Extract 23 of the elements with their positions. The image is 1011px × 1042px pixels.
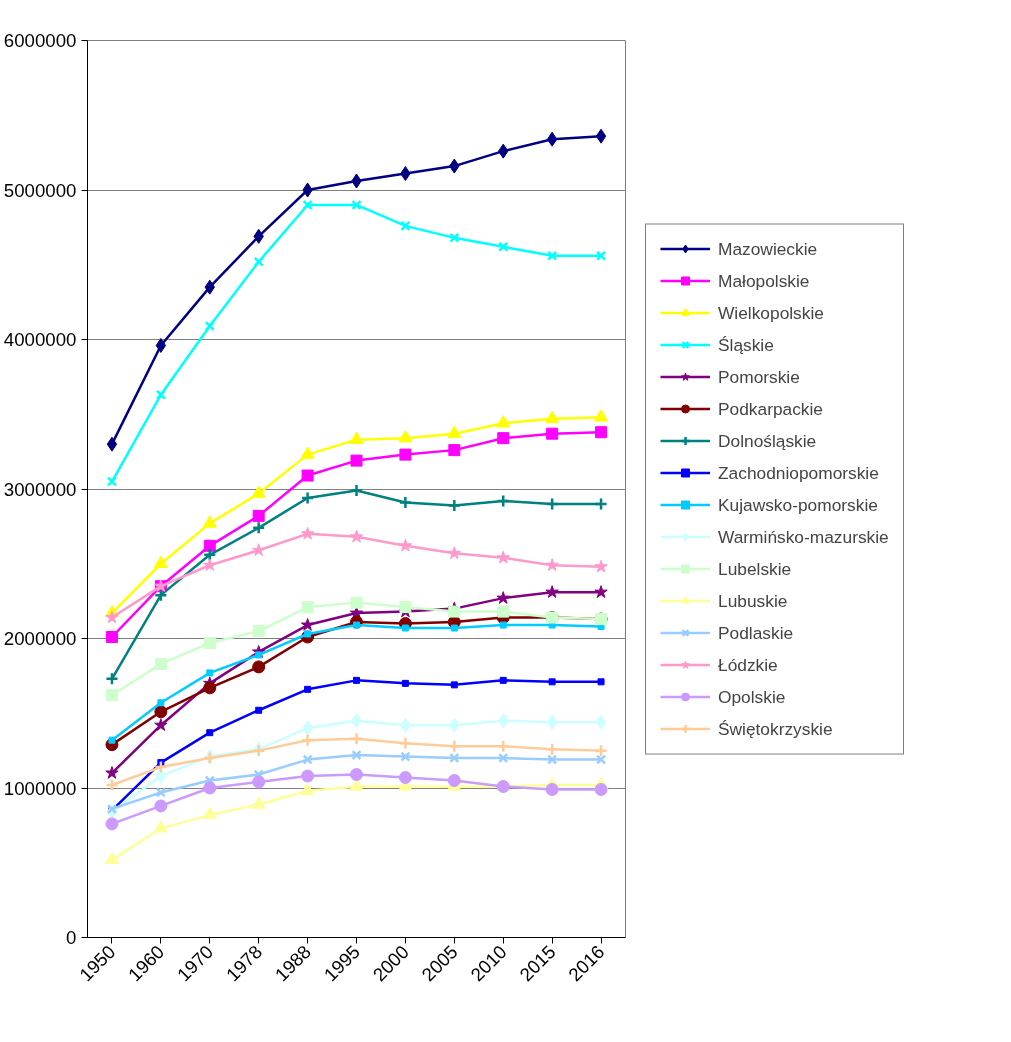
y-tick-label: 4000000: [3, 329, 77, 350]
legend-label: Świętokrzyskie: [718, 718, 833, 739]
y-tick-label: 5000000: [3, 179, 77, 201]
legend-label: Pomorskie: [718, 366, 800, 387]
y-tick-label: 2000000: [3, 628, 77, 649]
y-tick-label: 1000000: [3, 777, 77, 799]
y-tick-label: 0: [66, 927, 77, 948]
legend-label: Podkarpackie: [718, 398, 823, 419]
legend-label: Warmińsko-mazurskie: [718, 526, 889, 547]
legend-label: Dolnośląskie: [718, 430, 817, 451]
y-tick-label: 3000000: [3, 478, 77, 500]
legend-label: Podlaskie: [718, 622, 794, 643]
legend-label: Wielkopolskie: [718, 302, 824, 323]
legend-label: Małopolskie: [718, 270, 810, 291]
legend-label: Zachodniopomorskie: [718, 462, 879, 483]
legend-label: Lubuskie: [718, 590, 788, 611]
legend-label: Mazowieckie: [718, 238, 818, 259]
legend-label: Kujawsko-pomorskie: [718, 494, 878, 515]
legend-label: Opolskie: [718, 686, 786, 707]
legend-label: Śląskie: [718, 334, 774, 355]
legend-label: Łódzkie: [718, 654, 778, 675]
legend-label: Lubelskie: [718, 558, 792, 579]
y-tick-label: 6000000: [3, 30, 77, 51]
